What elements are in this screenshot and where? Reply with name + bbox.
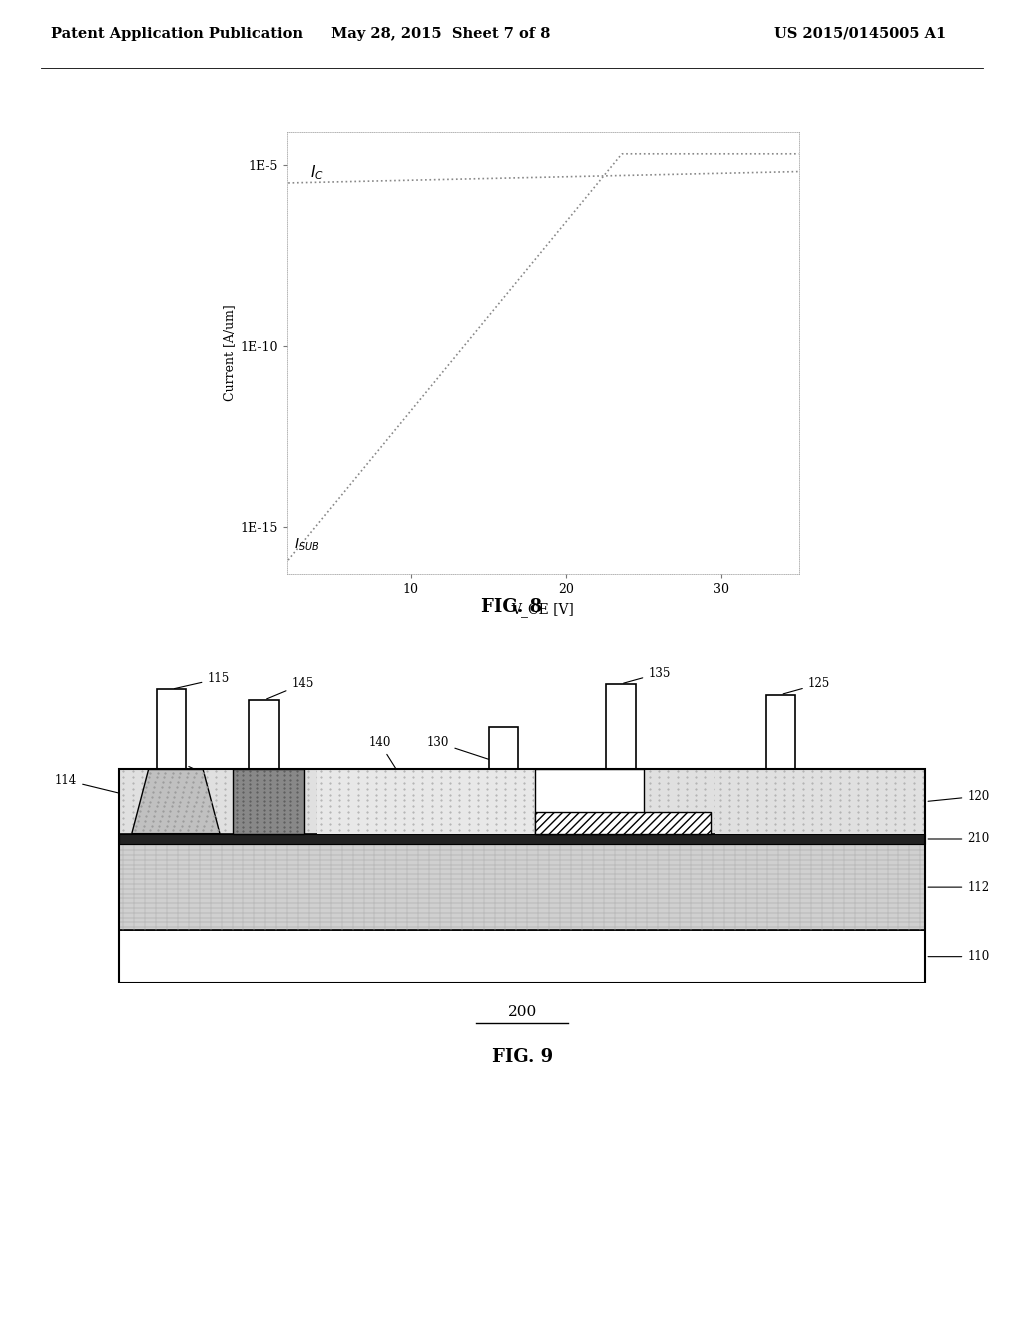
Text: 125: 125: [783, 677, 830, 694]
Bar: [232, 770, 304, 834]
Text: 120: 120: [928, 789, 989, 803]
Y-axis label: Current [A/um]: Current [A/um]: [223, 305, 236, 401]
Bar: [250, 700, 279, 770]
Bar: [316, 770, 535, 834]
Bar: [119, 834, 926, 845]
Text: 140: 140: [369, 737, 412, 793]
Text: 145: 145: [266, 677, 313, 698]
Bar: [606, 684, 636, 770]
Bar: [716, 770, 926, 834]
Text: US 2015/0145005 A1: US 2015/0145005 A1: [774, 26, 946, 41]
Text: FIG. 9: FIG. 9: [492, 1048, 553, 1067]
Bar: [119, 770, 926, 834]
Bar: [157, 689, 186, 770]
Bar: [119, 770, 926, 983]
Text: 210: 210: [928, 833, 989, 846]
Text: 110: 110: [928, 950, 989, 964]
Text: 130: 130: [427, 737, 501, 763]
Text: $I_C$: $I_C$: [310, 164, 324, 182]
Text: FIG. 8: FIG. 8: [481, 598, 543, 616]
Text: 114: 114: [55, 774, 129, 796]
Bar: [488, 727, 518, 770]
Bar: [535, 770, 644, 834]
Bar: [766, 694, 795, 770]
Text: 115: 115: [174, 672, 229, 689]
Bar: [119, 845, 926, 929]
Text: $I_{SUB}$: $I_{SUB}$: [295, 537, 319, 553]
Text: 200: 200: [508, 1005, 537, 1019]
Bar: [535, 812, 711, 834]
Text: May 28, 2015  Sheet 7 of 8: May 28, 2015 Sheet 7 of 8: [331, 26, 550, 41]
Text: 135: 135: [624, 667, 671, 684]
Polygon shape: [132, 770, 220, 834]
Text: Patent Application Publication: Patent Application Publication: [51, 26, 303, 41]
Bar: [119, 929, 926, 983]
Text: 144: 144: [161, 752, 239, 789]
X-axis label: V_CE [V]: V_CE [V]: [511, 602, 574, 616]
Text: 112: 112: [928, 880, 989, 894]
